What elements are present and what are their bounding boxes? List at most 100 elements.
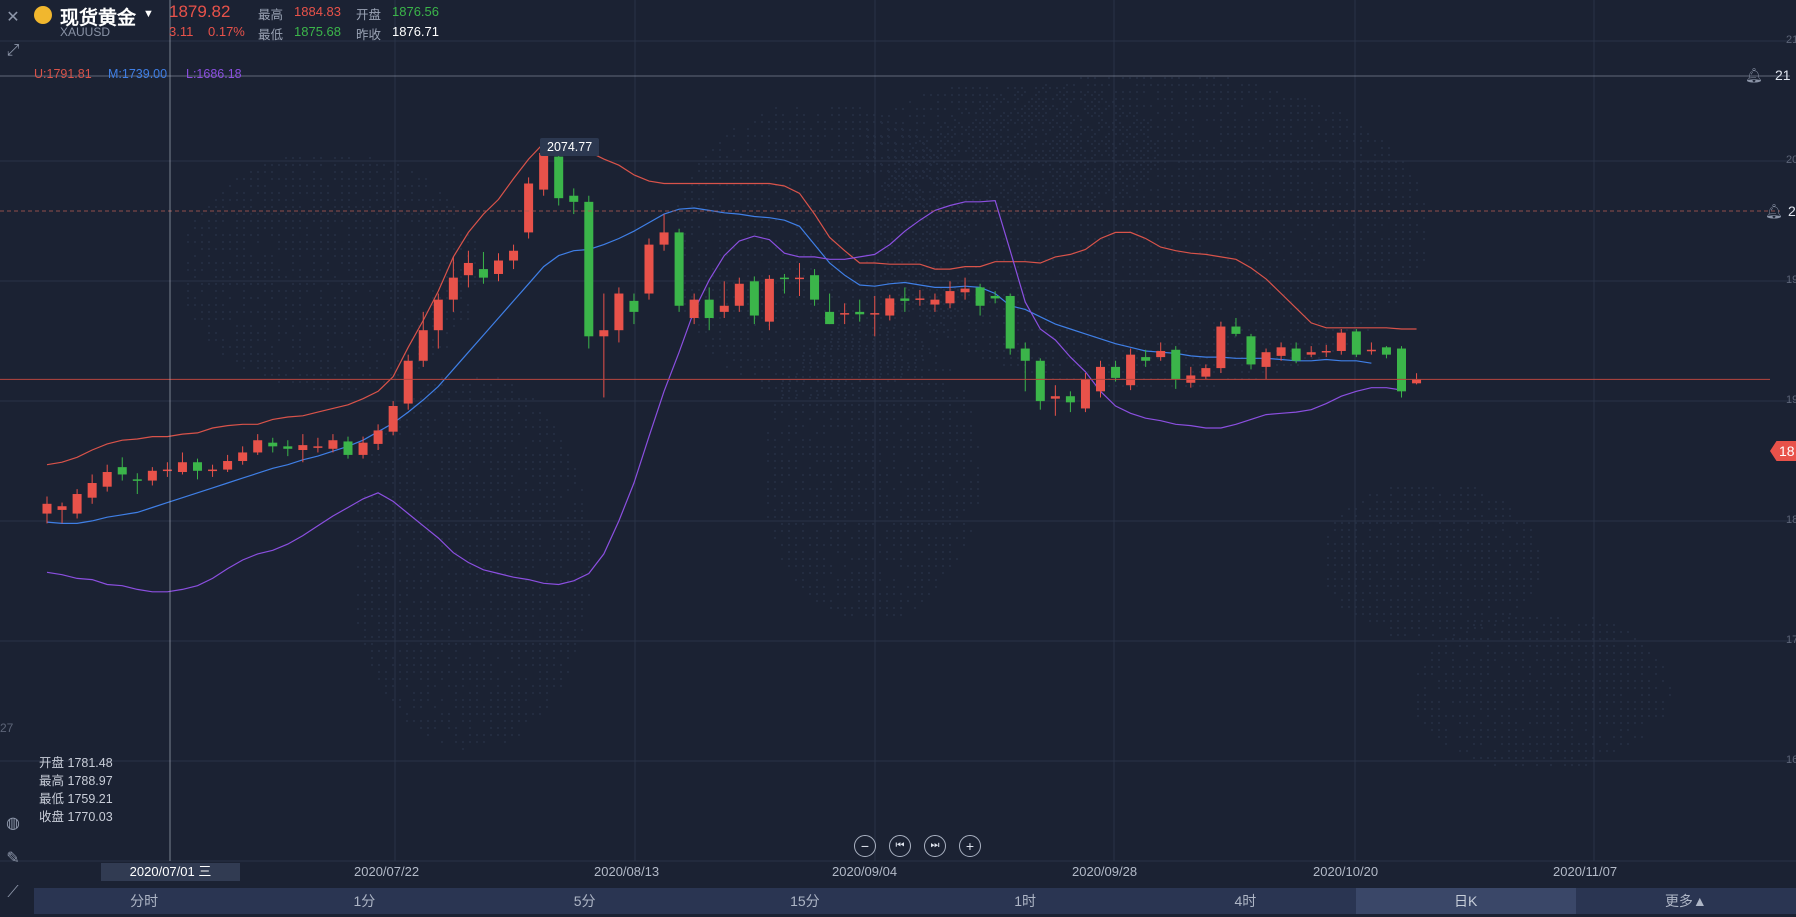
map-dot <box>497 615 499 617</box>
map-dot <box>299 381 301 383</box>
map-dot <box>823 481 825 483</box>
map-dot <box>768 128 770 130</box>
map-dot <box>774 418 776 420</box>
map-dot <box>726 352 728 354</box>
map-dot <box>1157 147 1159 149</box>
map-dot <box>497 440 499 442</box>
map-dot <box>413 706 415 708</box>
map-dot <box>490 552 492 554</box>
map-dot <box>215 234 217 236</box>
map-dot <box>935 425 937 427</box>
map-dot <box>830 565 832 567</box>
map-dot <box>574 475 576 477</box>
map-dot <box>1129 273 1131 275</box>
map-dot <box>476 580 478 582</box>
map-dot <box>1157 259 1159 261</box>
map-dot <box>497 692 499 694</box>
map-dot <box>390 178 392 180</box>
map-dot <box>893 579 895 581</box>
map-dot <box>935 397 937 399</box>
map-dot <box>406 454 408 456</box>
map-dot <box>392 475 394 477</box>
map-dot <box>1066 98 1068 100</box>
map-dot <box>427 608 429 610</box>
map-dot <box>236 311 238 313</box>
map-dot <box>844 453 846 455</box>
map-dot <box>768 247 770 249</box>
map-dot <box>879 572 881 574</box>
map-dot <box>886 467 888 469</box>
map-dot <box>809 572 811 574</box>
map-dot <box>1185 287 1187 289</box>
map-dot <box>1052 217 1054 219</box>
map-dot <box>567 636 569 638</box>
map-dot <box>376 332 378 334</box>
map-dot <box>385 643 387 645</box>
map-dot <box>996 224 998 226</box>
map-dot <box>194 220 196 222</box>
map-dot <box>1185 315 1187 317</box>
map-dot <box>434 587 436 589</box>
map-dot <box>243 283 245 285</box>
map-dot <box>816 600 818 602</box>
map-dot <box>441 531 443 533</box>
map-dot <box>1087 168 1089 170</box>
map-dot <box>292 367 294 369</box>
map-dot <box>413 636 415 638</box>
map-dot <box>1150 315 1152 317</box>
map-dot <box>789 163 791 165</box>
map-dot <box>968 301 970 303</box>
map-dot <box>425 199 427 201</box>
map-dot <box>705 254 707 256</box>
map-dot <box>546 447 548 449</box>
map-dot <box>851 425 853 427</box>
map-dot <box>810 387 812 389</box>
map-dot <box>299 353 301 355</box>
map-dot <box>795 558 797 560</box>
map-dot <box>935 474 937 476</box>
map-dot <box>921 495 923 497</box>
map-dot <box>926 308 928 310</box>
map-dot <box>1136 231 1138 233</box>
map-dot <box>397 206 399 208</box>
map-dot <box>900 369 902 371</box>
map-dot <box>546 454 548 456</box>
map-dot <box>726 296 728 298</box>
map-dot <box>434 545 436 547</box>
map-dot <box>838 233 840 235</box>
map-dot <box>413 580 415 582</box>
map-dot <box>781 502 783 504</box>
map-dot <box>968 224 970 226</box>
map-dot <box>775 107 777 109</box>
map-dot <box>886 341 888 343</box>
map-dot <box>1185 133 1187 135</box>
map-dot <box>385 552 387 554</box>
map-dot <box>761 282 763 284</box>
map-dot <box>768 142 770 144</box>
map-dot <box>865 544 867 546</box>
map-dot <box>844 530 846 532</box>
map-dot <box>441 482 443 484</box>
map-dot <box>1024 203 1026 205</box>
map-dot <box>378 678 380 680</box>
map-dot <box>490 678 492 680</box>
map-dot <box>406 643 408 645</box>
map-dot <box>954 287 956 289</box>
map-dot <box>460 248 462 250</box>
map-dot <box>933 315 935 317</box>
map-dot <box>1080 357 1082 359</box>
map-dot <box>1185 105 1187 107</box>
map-dot <box>299 346 301 348</box>
map-dot <box>236 332 238 334</box>
map-dot <box>1178 161 1180 163</box>
map-dot <box>1045 238 1047 240</box>
map-dot <box>975 238 977 240</box>
map-dot <box>385 433 387 435</box>
map-dot <box>271 255 273 257</box>
map-dot <box>1045 182 1047 184</box>
map-dot <box>1122 329 1124 331</box>
map-dot <box>306 353 308 355</box>
map-dot <box>1143 91 1145 93</box>
map-dot <box>215 227 217 229</box>
